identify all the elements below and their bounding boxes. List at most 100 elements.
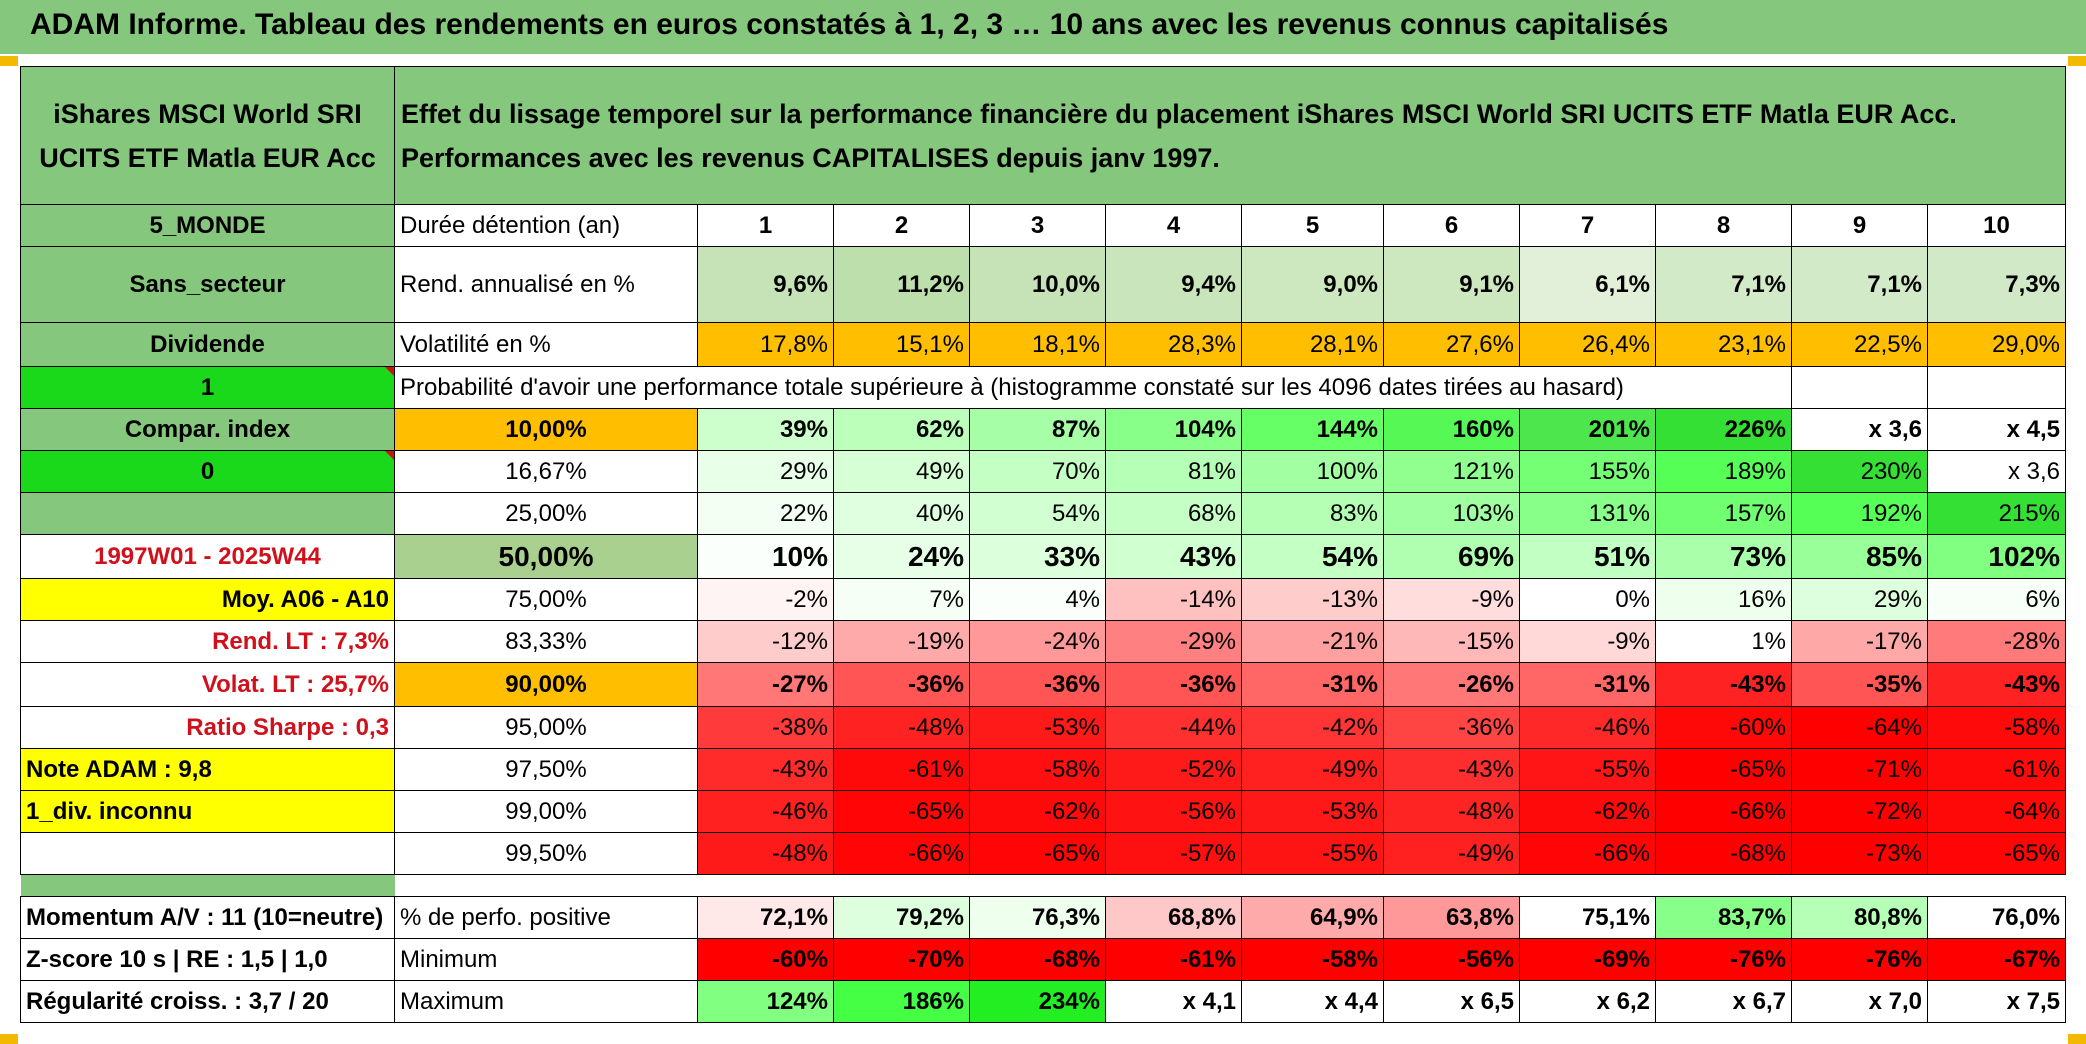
- year-header: 2: [833, 204, 970, 247]
- minimum-value: -58%: [1241, 938, 1384, 981]
- quantile-value: 189%: [1655, 450, 1792, 493]
- quantile-label: 75,00%: [394, 578, 698, 621]
- quantile-label: 99,50%: [394, 832, 698, 875]
- year-header: 6: [1383, 204, 1520, 247]
- quantile-label: 90,00%: [394, 662, 698, 707]
- quantile-row: 25,00% 22% 40% 54% 68% 83% 103% 131% 157% 192% 215…: [20, 492, 2066, 535]
- quantile-value: -48%: [833, 706, 970, 749]
- maximum-value: 234%: [969, 980, 1106, 1023]
- quantile-label: 10,00%: [394, 408, 698, 451]
- quantile-value: 155%: [1519, 450, 1656, 493]
- quantile-value: -72%: [1791, 790, 1928, 833]
- positive-value: 76,3%: [969, 896, 1106, 939]
- quantile-value: -19%: [833, 620, 970, 663]
- quantile-row: Moy. A06 - A10 75,00% -2% 7% 4% -14% -13% -9% 0%…: [20, 578, 2066, 621]
- quantile-value: 1%: [1655, 620, 1792, 663]
- div-inconnu-label: 1_div. inconnu: [20, 790, 395, 833]
- quantile-value: -38%: [697, 706, 834, 749]
- minimum-value: -56%: [1383, 938, 1520, 981]
- quantile-label: 16,67%: [394, 450, 698, 493]
- fund-name-line2: UCITS ETF Matla EUR Acc: [39, 142, 376, 173]
- quantile-value: -36%: [833, 662, 970, 707]
- quantile-value: -52%: [1105, 748, 1242, 791]
- quantile-row: 99,50% -48% -66% -65% -57% -55% -49% -66% -68% -7…: [20, 832, 2066, 875]
- quantile-value: -36%: [969, 662, 1106, 707]
- quantile-value: 81%: [1105, 450, 1242, 493]
- title-bar: ADAM Informe. Tableau des rendements en …: [0, 0, 2086, 54]
- quantile-value: -65%: [1655, 748, 1792, 791]
- quantile-value: 226%: [1655, 408, 1792, 451]
- sector-label: Sans_secteur: [20, 246, 395, 323]
- zero-toggle: 0: [20, 450, 395, 493]
- quantile-value: -14%: [1105, 578, 1242, 621]
- positive-value: 80,8%: [1791, 896, 1928, 939]
- quantile-value: -60%: [1655, 706, 1792, 749]
- header-row: iShares MSCI World SRI UCITS ETF Matla E…: [20, 66, 2066, 205]
- quantile-value: -73%: [1791, 832, 1928, 875]
- quantile-value: -62%: [1519, 790, 1656, 833]
- empty-label: [20, 832, 395, 875]
- quantile-label: 95,00%: [394, 706, 698, 749]
- year-header: 3: [969, 204, 1106, 247]
- quantile-value: -53%: [969, 706, 1106, 749]
- year-header: 7: [1519, 204, 1656, 247]
- quantile-value: -66%: [1519, 832, 1656, 875]
- return-value: 11,2%: [833, 246, 970, 323]
- quantile-value: -28%: [1927, 620, 2066, 663]
- return-value: 9,1%: [1383, 246, 1520, 323]
- period-label: 1997W01 - 2025W44: [20, 534, 395, 579]
- return-value: 7,3%: [1927, 246, 2066, 323]
- performance-table: iShares MSCI World SRI UCITS ETF Matla E…: [20, 66, 2066, 1023]
- quantile-value: -55%: [1519, 748, 1656, 791]
- quantile-value: -13%: [1241, 578, 1384, 621]
- volatility-value: 28,3%: [1105, 322, 1242, 367]
- report-title: ADAM Informe. Tableau des rendements en …: [30, 8, 1669, 41]
- minimum-value: -76%: [1655, 938, 1792, 981]
- maximum-value: x 6,5: [1383, 980, 1520, 1023]
- volatility-label: Volatilité en %: [394, 322, 698, 367]
- quantile-value: 215%: [1927, 492, 2066, 535]
- maximum-value: x 6,2: [1519, 980, 1656, 1023]
- quantile-row: 0 16,67% 29% 49% 70% 81% 100% 121% 155% 189% 230% x…: [20, 450, 2066, 493]
- quantile-value: 54%: [1241, 534, 1384, 579]
- quantile-value: 87%: [969, 408, 1106, 451]
- compar-index-label: Compar. index: [20, 408, 395, 451]
- duration-row: 5_MONDE Durée détention (an) 1 2 3 4 5 6 7 8 9 10: [20, 204, 2066, 247]
- quantile-value: 33%: [969, 534, 1106, 579]
- note-adam-label: Note ADAM : 9,8: [20, 748, 395, 791]
- quantile-value: -64%: [1791, 706, 1928, 749]
- volat-lt-label: Volat. LT : 25,7%: [20, 662, 395, 707]
- quantile-value: 104%: [1105, 408, 1242, 451]
- quantile-value: 29%: [1791, 578, 1928, 621]
- quantile-value: 144%: [1241, 408, 1384, 451]
- positive-value: 83,7%: [1655, 896, 1792, 939]
- quantile-value: -65%: [833, 790, 970, 833]
- return-value: 9,6%: [697, 246, 834, 323]
- volatility-value: 26,4%: [1519, 322, 1656, 367]
- rend-lt-label: Rend. LT : 7,3%: [20, 620, 395, 663]
- positive-label: % de perfo. positive: [394, 896, 698, 939]
- quantile-value: -24%: [969, 620, 1106, 663]
- return-value: 9,4%: [1105, 246, 1242, 323]
- quantile-value: -56%: [1105, 790, 1242, 833]
- quantile-value: 160%: [1383, 408, 1520, 451]
- quantile-value: -31%: [1241, 662, 1384, 707]
- quantile-value: 83%: [1241, 492, 1384, 535]
- quantile-value: 39%: [697, 408, 834, 451]
- maximum-value: 186%: [833, 980, 970, 1023]
- quantile-value: -58%: [1927, 706, 2066, 749]
- quantile-value: -2%: [697, 578, 834, 621]
- maximum-value: x 6,7: [1655, 980, 1792, 1023]
- quantile-value: -29%: [1105, 620, 1242, 663]
- quantile-value: -68%: [1655, 832, 1792, 875]
- quantile-value: -43%: [1927, 662, 2066, 707]
- quantile-value: -49%: [1383, 832, 1520, 875]
- quantile-value: 69%: [1383, 534, 1520, 579]
- spacer-empty: [395, 875, 2066, 897]
- fund-name-cell: iShares MSCI World SRI UCITS ETF Matla E…: [20, 66, 395, 205]
- quantile-value: 70%: [969, 450, 1106, 493]
- quantile-value: -26%: [1383, 662, 1520, 707]
- quantile-value: -9%: [1383, 578, 1520, 621]
- quantile-value: x 3,6: [1927, 450, 2066, 493]
- description-line2: Performances avec les revenus CAPITALISE…: [401, 142, 1220, 173]
